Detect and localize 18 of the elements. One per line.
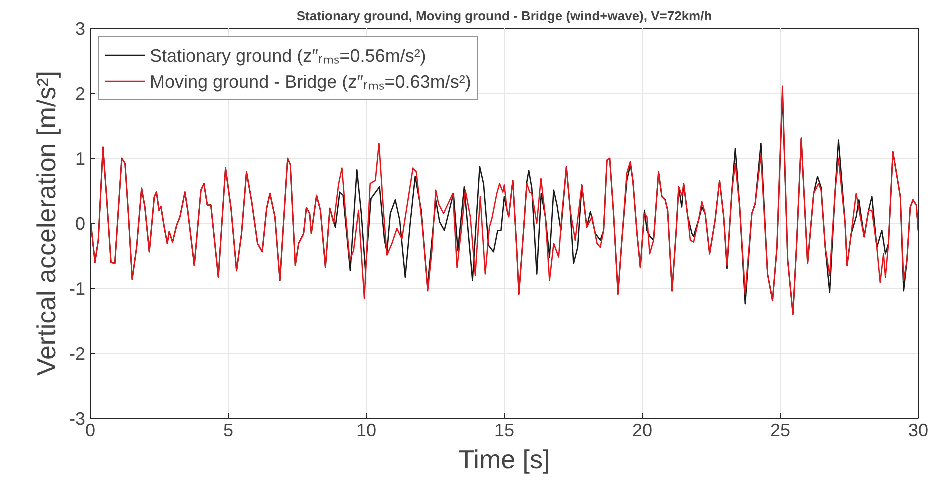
y-tick-label: 1 xyxy=(75,149,86,169)
x-tick-label: 30 xyxy=(908,420,929,440)
y-tick-label: -3 xyxy=(69,409,86,429)
x-tick-label: 5 xyxy=(223,420,234,440)
legend-label: Stationary ground (z″ᵣₘₛ=0.56m/s²) xyxy=(150,45,426,67)
x-tick-label: 15 xyxy=(494,420,515,440)
legend-label: Moving ground - Bridge (z″ᵣₘₛ=0.63m/s²) xyxy=(150,71,472,93)
x-tick-label: 25 xyxy=(770,420,791,440)
y-tick-label: -1 xyxy=(69,279,86,299)
x-tick-label: 20 xyxy=(632,420,653,440)
y-tick-label: -2 xyxy=(69,344,86,364)
y-tick-label: 3 xyxy=(75,19,86,39)
y-tick-label: 2 xyxy=(75,84,86,104)
y-axis-title: Vertical acceleration [m/s²] xyxy=(31,71,62,376)
y-tick-label: 0 xyxy=(75,214,86,234)
x-tick-label: 10 xyxy=(356,420,377,440)
x-axis-title: Time [s] xyxy=(458,444,550,474)
chart-title: Stationary ground, Moving ground - Bridge (wind+wave), V=72km/h xyxy=(296,8,712,24)
